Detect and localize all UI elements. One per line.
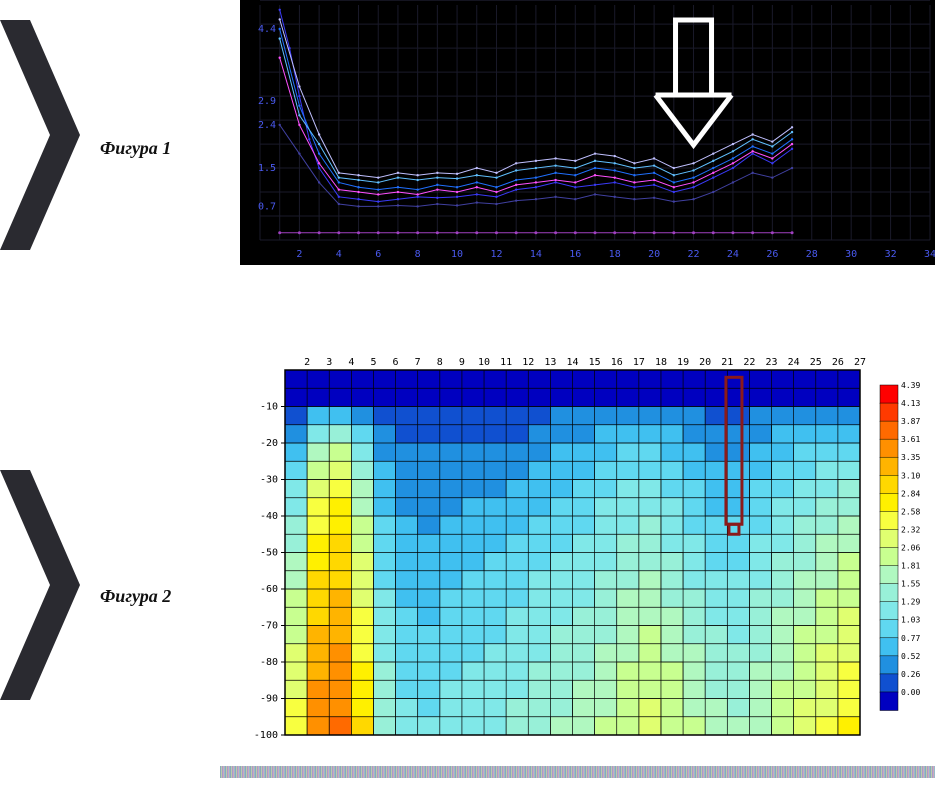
svg-text:1.81: 1.81 [901, 562, 920, 571]
svg-text:23: 23 [766, 357, 778, 368]
svg-text:12: 12 [522, 357, 534, 368]
svg-text:30: 30 [845, 249, 857, 260]
svg-text:3.61: 3.61 [901, 435, 920, 444]
svg-text:15: 15 [589, 357, 601, 368]
svg-text:26: 26 [766, 249, 778, 260]
svg-text:2.84: 2.84 [901, 489, 920, 498]
svg-text:18: 18 [609, 249, 621, 260]
svg-text:3.87: 3.87 [901, 417, 920, 426]
svg-text:-90: -90 [260, 694, 278, 705]
svg-text:10: 10 [478, 357, 490, 368]
svg-text:8: 8 [437, 357, 443, 368]
svg-text:2: 2 [304, 357, 310, 368]
svg-text:3.35: 3.35 [901, 453, 920, 462]
svg-text:4: 4 [348, 357, 354, 368]
svg-text:19: 19 [677, 357, 689, 368]
svg-text:21: 21 [721, 357, 733, 368]
svg-text:8: 8 [415, 249, 421, 260]
svg-text:24: 24 [727, 249, 739, 260]
svg-text:0.52: 0.52 [901, 652, 920, 661]
svg-text:-60: -60 [260, 584, 278, 595]
svg-text:2.06: 2.06 [901, 544, 920, 553]
svg-text:1.29: 1.29 [901, 598, 920, 607]
svg-text:2.32: 2.32 [901, 525, 920, 534]
svg-text:-50: -50 [260, 548, 278, 559]
svg-text:4: 4 [336, 249, 342, 260]
svg-text:7: 7 [415, 357, 421, 368]
nav-arrow-2 [0, 470, 80, 700]
svg-text:2: 2 [296, 249, 302, 260]
svg-text:-80: -80 [260, 657, 278, 668]
svg-text:0.77: 0.77 [901, 634, 920, 643]
svg-text:5: 5 [370, 357, 376, 368]
svg-text:16: 16 [611, 357, 623, 368]
svg-text:20: 20 [648, 249, 660, 260]
svg-text:1.03: 1.03 [901, 616, 920, 625]
svg-text:-70: -70 [260, 621, 278, 632]
svg-text:22: 22 [743, 357, 755, 368]
svg-text:24: 24 [788, 357, 800, 368]
svg-text:0.00: 0.00 [901, 688, 920, 697]
svg-text:10: 10 [451, 249, 463, 260]
svg-text:4.39: 4.39 [901, 381, 920, 390]
svg-text:2.58: 2.58 [901, 507, 920, 516]
svg-text:4.13: 4.13 [901, 399, 920, 408]
svg-text:18: 18 [655, 357, 667, 368]
svg-text:2.4: 2.4 [258, 120, 276, 131]
line-chart: 2468101214161820222426283032340.71.52.42… [240, 0, 935, 265]
svg-text:9: 9 [459, 357, 465, 368]
svg-text:20: 20 [699, 357, 711, 368]
nav-arrow-1 [0, 20, 80, 250]
svg-text:14: 14 [530, 249, 542, 260]
svg-text:2.9: 2.9 [258, 96, 276, 107]
svg-text:-20: -20 [260, 438, 278, 449]
svg-text:27: 27 [854, 357, 866, 368]
svg-text:13: 13 [544, 357, 556, 368]
svg-text:6: 6 [393, 357, 399, 368]
svg-text:-100: -100 [254, 730, 278, 741]
svg-text:1.55: 1.55 [901, 580, 920, 589]
svg-text:34: 34 [924, 249, 935, 260]
noise-band [220, 766, 935, 778]
svg-text:3.10: 3.10 [901, 471, 920, 480]
svg-text:14: 14 [566, 357, 578, 368]
svg-text:4.4: 4.4 [258, 24, 276, 35]
svg-text:-40: -40 [260, 511, 278, 522]
svg-text:0.26: 0.26 [901, 670, 920, 679]
svg-text:32: 32 [885, 249, 897, 260]
svg-text:-10: -10 [260, 402, 278, 413]
svg-text:25: 25 [810, 357, 822, 368]
svg-text:22: 22 [688, 249, 700, 260]
svg-text:12: 12 [490, 249, 502, 260]
svg-text:26: 26 [832, 357, 844, 368]
svg-text:6: 6 [375, 249, 381, 260]
contour-heatmap: 2345678910111213141516171819202122232425… [240, 350, 935, 750]
svg-text:3: 3 [326, 357, 332, 368]
svg-text:-30: -30 [260, 475, 278, 486]
svg-text:28: 28 [806, 249, 818, 260]
figure2-label: Фигура 2 [100, 586, 171, 607]
svg-text:1.5: 1.5 [258, 163, 276, 174]
svg-text:16: 16 [569, 249, 581, 260]
svg-text:11: 11 [500, 357, 512, 368]
figure1-label: Фигура 1 [100, 138, 171, 159]
svg-text:17: 17 [633, 357, 645, 368]
svg-text:0.7: 0.7 [258, 201, 276, 212]
